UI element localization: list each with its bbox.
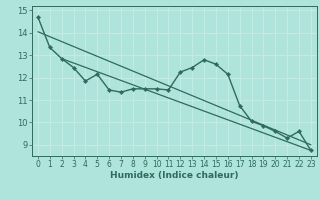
X-axis label: Humidex (Indice chaleur): Humidex (Indice chaleur) bbox=[110, 171, 239, 180]
